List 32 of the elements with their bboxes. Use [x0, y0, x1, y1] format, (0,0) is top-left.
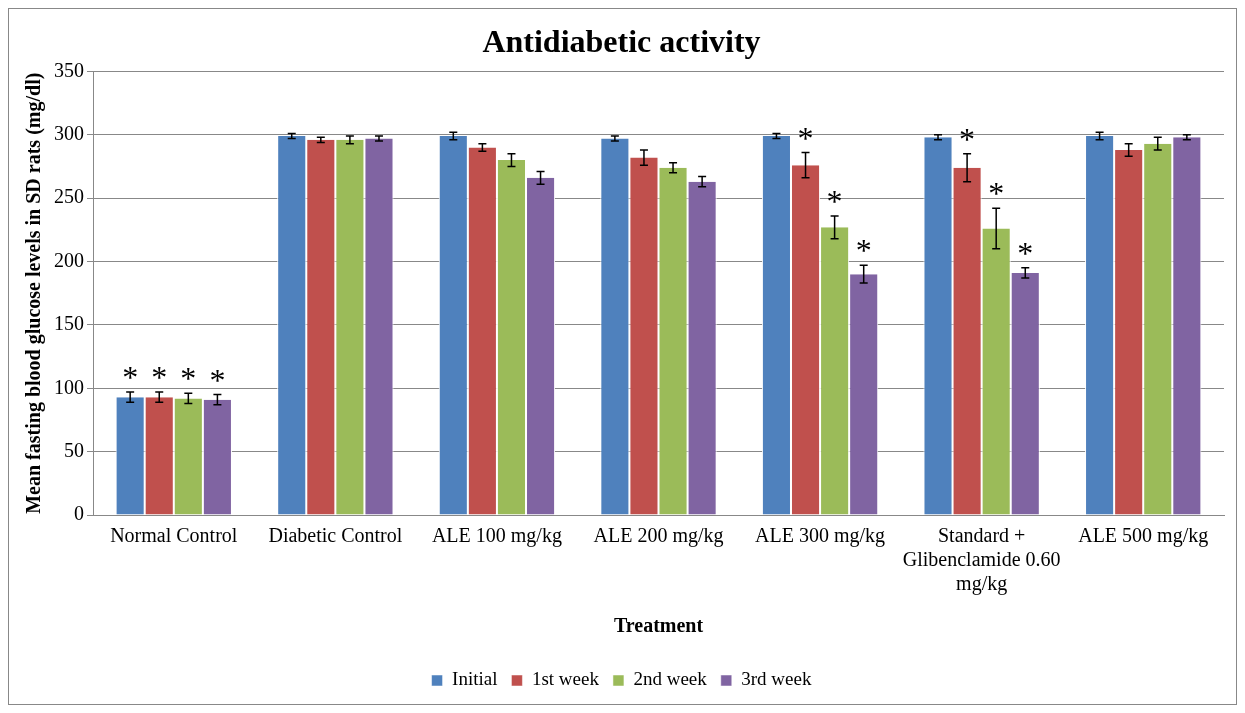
x-tick-label: Normal Control — [110, 524, 238, 547]
y-tick-label: 150 — [54, 312, 84, 335]
y-tick-label: 350 — [54, 58, 84, 81]
y-tick-label: 100 — [54, 375, 84, 398]
x-axis-title: Treatment — [613, 614, 704, 637]
data-label: * — [209, 361, 226, 398]
legend-label: 1st week — [531, 668, 600, 690]
x-tick-label: ALE 100 mg/kg — [431, 524, 562, 548]
x-tick-label: ALE 300 mg/kg — [755, 524, 886, 548]
data-label: * — [122, 359, 139, 396]
legend-label: 2nd week — [633, 668, 708, 690]
x-tick-label: Diabetic Control — [268, 524, 403, 547]
data-label: * — [180, 360, 197, 397]
data-label: * — [1017, 234, 1034, 271]
y-tick-label: 0 — [74, 502, 84, 525]
y-tick-label: 50 — [64, 438, 84, 461]
chart-title: Antidiabetic activity — [482, 23, 761, 60]
data-label: * — [959, 120, 976, 157]
y-tick-label: 200 — [54, 248, 84, 271]
y-tick-label: 250 — [54, 185, 84, 208]
data-label: * — [826, 182, 843, 219]
y-tick-label: 300 — [54, 122, 84, 145]
x-tick-label: Standard + Glibenclamide 0.60 mg/kg — [902, 524, 1061, 596]
data-label: * — [797, 119, 814, 156]
data-label: * — [855, 232, 872, 269]
y-axis-title: Mean fasting blood glucose levels in SD rats (mg/dl) — [22, 72, 46, 514]
legend-label: Initial — [452, 668, 498, 690]
x-tick-label: ALE 200 mg/kg — [593, 524, 724, 548]
data-label: * — [151, 359, 168, 396]
x-tick-label: ALE 500 mg/kg — [1078, 524, 1209, 548]
legend-label: 3rd week — [741, 668, 812, 690]
data-label: * — [988, 175, 1005, 212]
